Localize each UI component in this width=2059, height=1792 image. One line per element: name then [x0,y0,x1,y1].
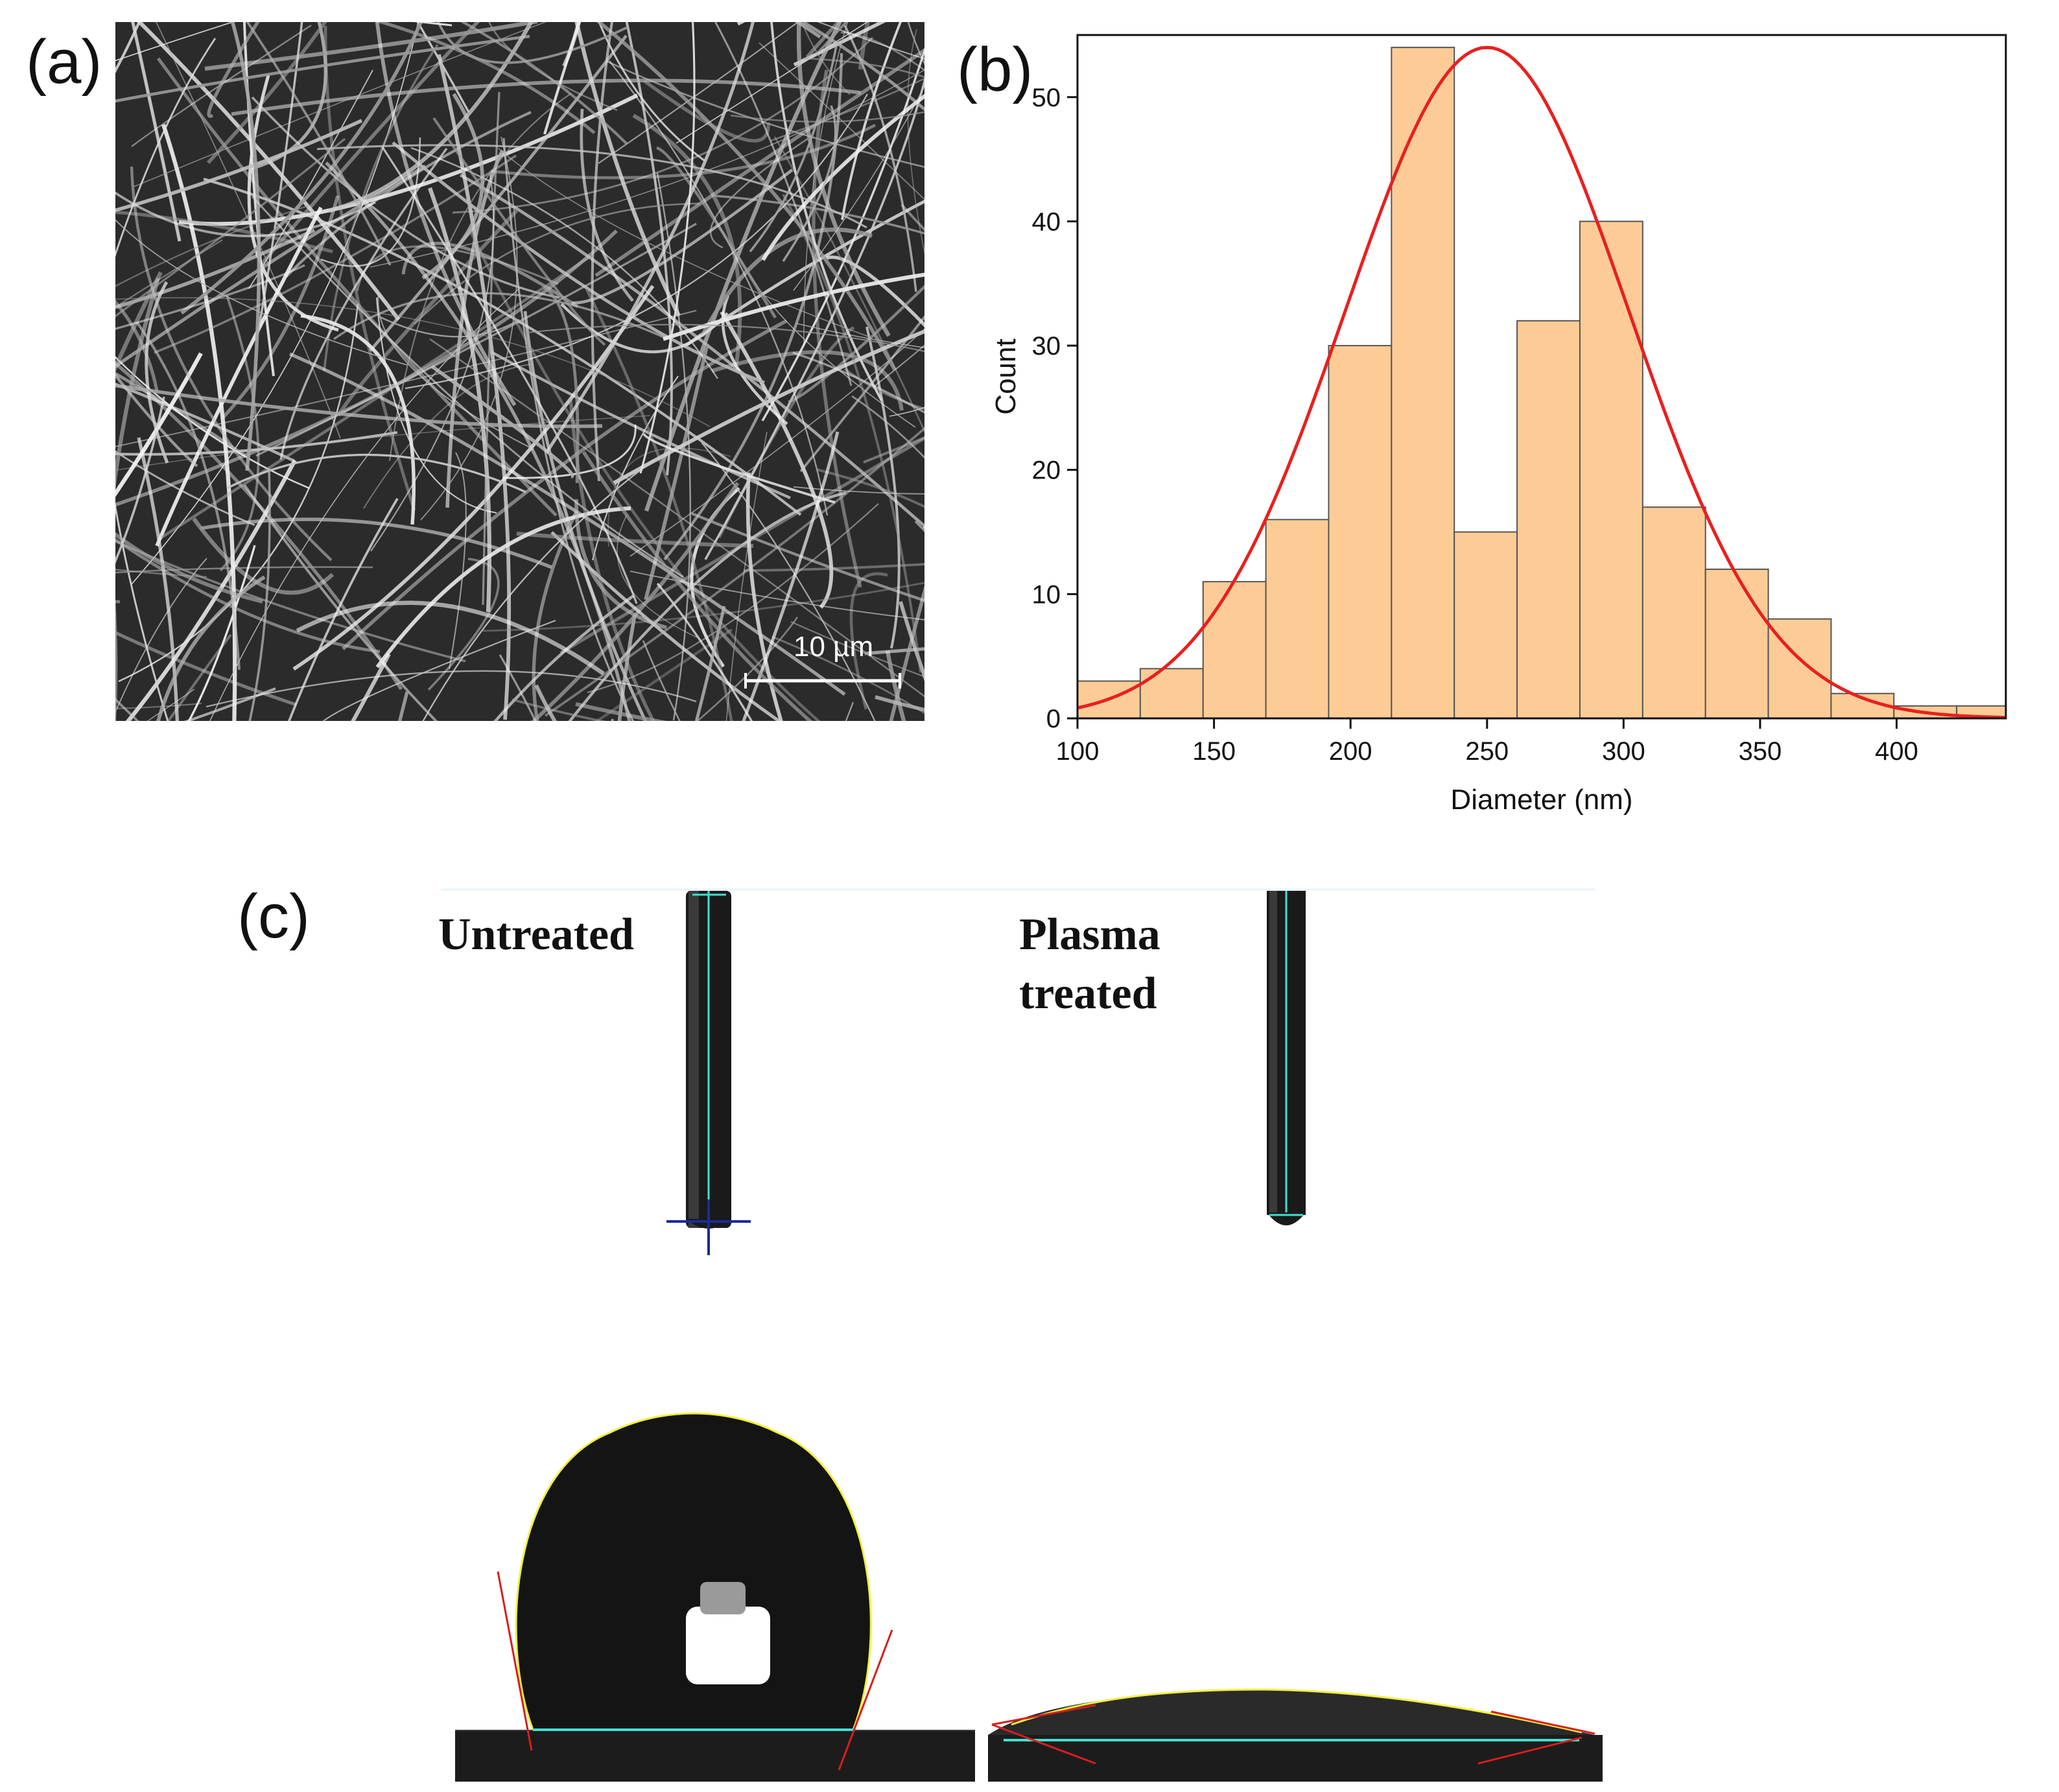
x-tick-label: 200 [1329,737,1372,766]
left-tangent-line [991,1723,1096,1765]
panel-b-letter: (b) [957,35,1033,104]
y-tick-label: 0 [1046,705,1061,733]
sem-image: 10 µm [115,22,924,721]
untreated-droplet [455,1412,975,1782]
histogram-bar [1328,345,1393,719]
normal-fit-curve [1077,45,2006,720]
histogram-bar [1391,47,1455,719]
nanofiber-network [115,22,924,721]
scale-bar-label: 10 µm [794,631,874,663]
x-tick-label: 300 [1602,737,1645,766]
y-tick-label: 10 [1032,580,1061,609]
y-axis-title: Count [990,338,1022,414]
right-tangent-line [838,1629,893,1771]
y-tick-label: 50 [1032,84,1061,112]
plasma-needle [1267,891,1306,1225]
plasma-treated-label: Plasma treated [1019,910,1160,1019]
panel-a-letter: (a) [26,27,102,97]
histogram-bar [1202,581,1267,720]
untreated-needle [666,891,751,1255]
plot-frame [1076,34,2007,720]
plasma-droplet [988,1688,1603,1782]
x-axis-title: Diameter (nm) [1450,784,1632,816]
x-tick-label: 350 [1739,737,1782,766]
histogram-bar [1641,506,1706,720]
histogram-bar [1516,320,1581,720]
reflection-highlight [686,1607,770,1684]
histogram-bar [1767,618,1832,720]
y-tick-label: 20 [1032,456,1061,485]
x-axis-ticks: 100 150 200 250 300 350 400 [1056,718,1918,766]
histogram-bar [1139,668,1204,720]
diameter-histogram: 100 150 200 250 300 350 400 0 10 20 30 40 50 Diamet… [990,34,2007,816]
histogram-bar [1579,220,1643,720]
histogram-bar [1704,569,1769,720]
histogram-bar [1453,531,1518,720]
x-tick-label: 400 [1875,737,1918,766]
histogram-bar [1265,519,1330,720]
right-tangent-line [1477,1736,1582,1765]
y-axis-ticks: 0 10 20 30 40 50 [1032,84,1077,733]
y-tick-label: 30 [1032,332,1061,360]
x-tick-label: 150 [1192,737,1236,766]
histogram-bars [1077,47,2006,720]
y-tick-label: 40 [1032,207,1061,236]
untreated-label: Untreated [438,910,634,960]
left-tangent-line [497,1571,533,1751]
contact-angle-images [441,888,1603,1782]
x-tick-label: 100 [1056,737,1100,766]
panel-c-letter: (c) [237,882,310,951]
x-tick-label: 250 [1465,737,1509,766]
